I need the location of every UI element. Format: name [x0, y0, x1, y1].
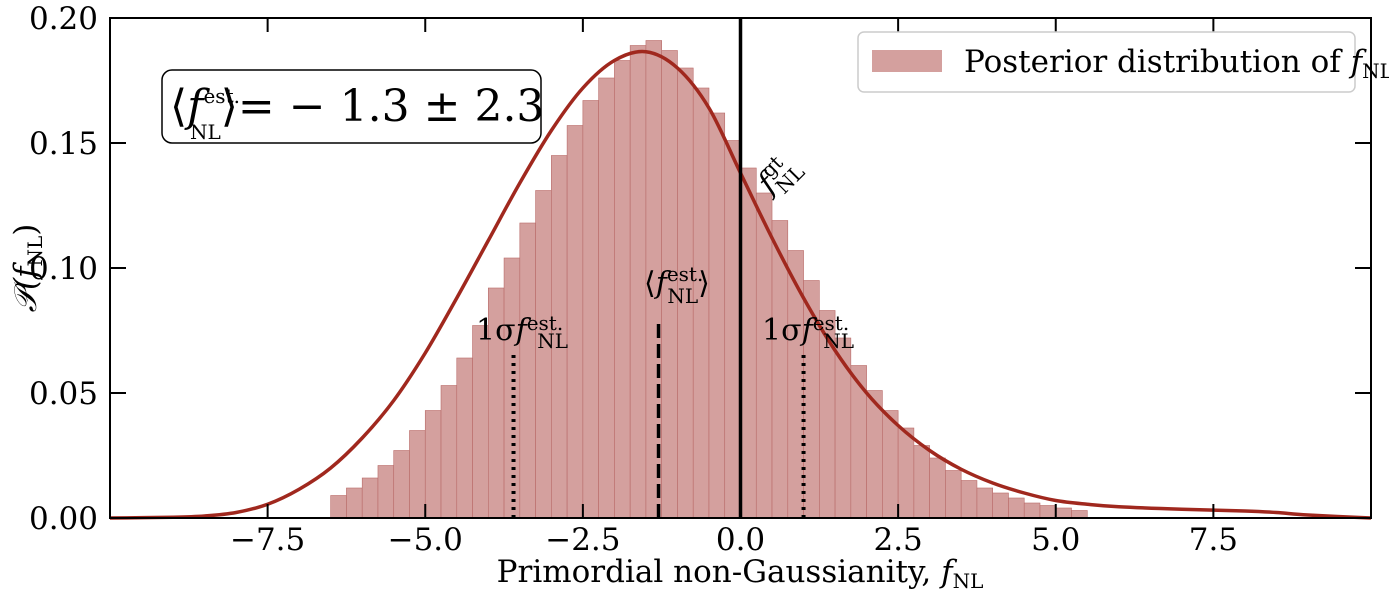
y-tick-label: 0.10	[29, 251, 98, 287]
kde-curve	[109, 49, 1372, 520]
histogram-bar	[377, 465, 395, 519]
mean-label: ⟨fest. NL⟩	[644, 262, 710, 308]
x-tick-label: −5.0	[388, 522, 463, 558]
reference-lines	[511, 18, 806, 518]
y-ticks: 0.00 0.05 0.10 0.15 0.20	[29, 1, 1371, 537]
legend-frame	[857, 31, 1356, 93]
histogram-bar	[582, 100, 599, 519]
legend-label: Posterior distribution of fNL	[964, 44, 1389, 83]
x-tick-label: 2.5	[873, 522, 922, 558]
histogram-bar	[1055, 507, 1072, 519]
histogram-bar	[960, 480, 978, 519]
histogram-bar	[330, 495, 347, 519]
histogram-bar	[1023, 502, 1041, 519]
sigma-low-label: 1σfest. NL	[476, 311, 568, 353]
histogram-bar	[535, 190, 552, 519]
histogram-bar	[740, 167, 757, 519]
histogram-bar	[708, 112, 726, 519]
histogram-bar	[598, 77, 615, 519]
result-box-frame	[161, 69, 542, 144]
histogram-bar	[346, 487, 363, 519]
y-tick-label: 0.20	[29, 1, 98, 37]
histogram-bar	[1071, 510, 1088, 519]
histogram-bar	[945, 470, 962, 519]
histogram-bar	[1039, 505, 1057, 519]
histogram-bar	[440, 385, 458, 519]
x-ticks: −7.5 −5.0 −2.5 0.0 2.5 5.0 7.5	[230, 18, 1238, 558]
y-tick-label: 0.00	[29, 501, 98, 537]
histogram-bar	[897, 427, 915, 519]
x-axis-title: Primordial non-Gaussianity, fNL	[497, 554, 984, 591]
histogram-bar	[929, 457, 946, 519]
y-tick-label: 0.05	[29, 376, 98, 412]
sigma-high-label: 1σfest. NL	[762, 311, 854, 353]
histogram-bar	[976, 487, 993, 519]
x-tick-label: −2.5	[545, 522, 620, 558]
x-tick-label: 7.5	[1189, 522, 1238, 558]
histogram-bar	[724, 140, 741, 519]
result-box-text: ⟨fest. NL⟩= − 1.3 ± 2.3	[170, 81, 544, 144]
histogram-bar	[393, 450, 410, 519]
histogram-bar	[755, 192, 773, 519]
y-tick-label: 0.15	[29, 126, 98, 162]
histogram-bar	[913, 445, 930, 519]
histogram-bar	[882, 410, 899, 519]
histogram-bar	[424, 410, 442, 519]
legend: Posterior distribution of fNL	[857, 31, 1389, 93]
result-box: ⟨fest. NL⟩= − 1.3 ± 2.3	[161, 69, 544, 144]
x-tick-label: 0.0	[716, 522, 765, 558]
histogram-bar	[409, 430, 426, 519]
legend-swatch	[872, 50, 942, 72]
histogram-bar	[361, 477, 379, 519]
histogram-bar	[472, 325, 489, 519]
x-tick-label: 5.0	[1031, 522, 1080, 558]
histogram-bar	[519, 222, 536, 519]
histogram-bar	[1008, 497, 1025, 519]
histogram-bar	[566, 125, 584, 519]
y-axis-title: 𝒫(fNL)	[8, 224, 47, 313]
histogram-bar	[614, 60, 631, 519]
histogram-bar	[992, 492, 1009, 519]
histogram-bar	[456, 357, 473, 519]
x-tick-label: −7.5	[230, 522, 305, 558]
